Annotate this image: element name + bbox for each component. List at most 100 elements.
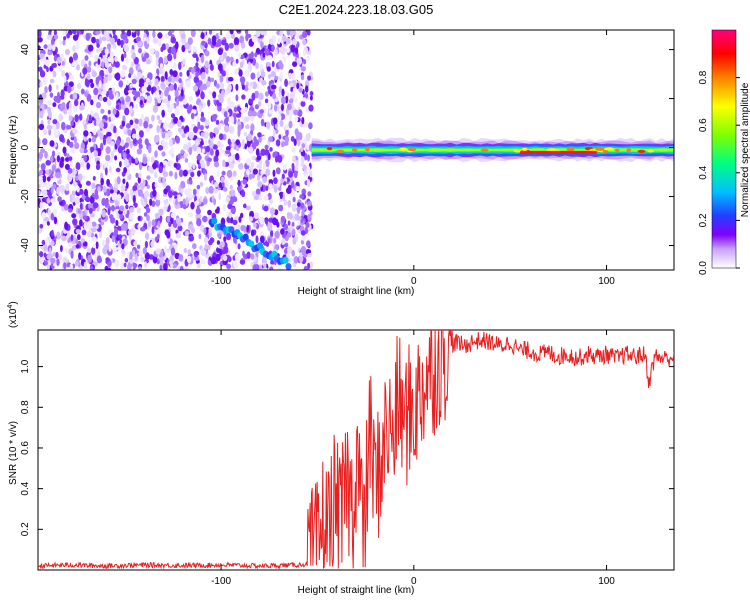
noise-speckle (76, 64, 80, 71)
noise-speckle (293, 203, 296, 212)
noise-speckle (197, 213, 202, 219)
noise-speckle (188, 147, 193, 155)
noise-speckle (259, 109, 264, 114)
noise-speckle (208, 185, 214, 194)
noise-speckle (111, 205, 115, 212)
noise-speckle (193, 85, 199, 92)
noise-speckle (217, 63, 223, 71)
noise-speckle (297, 216, 302, 221)
noise-speckle (169, 69, 173, 75)
noise-speckle (272, 217, 278, 226)
noise-speckle (296, 82, 300, 90)
noise-speckle (204, 50, 210, 57)
noise-speckle (92, 243, 97, 249)
noise-speckle (122, 223, 129, 231)
noise-speckle (269, 199, 274, 204)
noise-speckle (169, 138, 173, 147)
noise-speckle (148, 123, 153, 129)
noise-speckle (134, 118, 139, 125)
noise-speckle (178, 78, 182, 84)
noise-speckle (278, 204, 284, 212)
noise-speckle (309, 210, 313, 216)
noise-speckle (133, 240, 138, 247)
spectrogram-image (38, 30, 674, 270)
noise-speckle (239, 61, 244, 69)
noise-speckle (131, 263, 138, 268)
noise-speckle (230, 116, 235, 125)
noise-speckle (222, 52, 228, 59)
noise-speckle (41, 239, 46, 246)
noise-speckle (142, 247, 147, 255)
noise-speckle (72, 128, 78, 135)
noise-speckle (125, 137, 131, 143)
noise-speckle (278, 60, 283, 69)
noise-speckle (87, 247, 91, 253)
noise-speckle (72, 34, 79, 41)
noise-speckle (50, 198, 54, 204)
noise-speckle (81, 229, 87, 236)
noise-speckle (63, 75, 67, 83)
noise-speckle (192, 53, 198, 58)
noise-speckle (106, 267, 112, 270)
carrier-hot-spot (647, 149, 655, 153)
noise-speckle (263, 108, 267, 114)
noise-speckle (48, 253, 53, 259)
noise-speckle (40, 182, 47, 188)
noise-speckle (167, 31, 173, 36)
noise-speckle (293, 255, 299, 264)
noise-speckle (187, 187, 193, 193)
carrier-hot-spot (637, 149, 646, 153)
noise-speckle (161, 132, 166, 139)
noise-speckle (170, 75, 176, 84)
noise-speckle (182, 98, 188, 105)
noise-speckle (224, 42, 229, 51)
noise-speckle (138, 266, 142, 270)
noise-speckle (53, 183, 56, 190)
noise-speckle (143, 81, 149, 88)
noise-speckle (287, 220, 291, 226)
noise-speckle (106, 91, 109, 98)
noise-speckle (267, 223, 273, 232)
noise-speckle (204, 236, 209, 244)
noise-speckle (91, 236, 97, 243)
noise-speckle (226, 263, 232, 270)
noise-speckle (238, 52, 242, 59)
noise-speckle (125, 181, 129, 189)
noise-speckle (239, 35, 245, 44)
noise-speckle (39, 201, 43, 210)
noise-speckle (162, 160, 169, 166)
noise-speckle (109, 51, 115, 58)
noise-speckle (108, 93, 115, 100)
noise-speckle (112, 108, 117, 115)
noise-speckle (83, 130, 89, 137)
noise-speckle (106, 33, 110, 41)
noise-speckle (252, 223, 257, 228)
noise-speckle (253, 136, 257, 143)
noise-speckle (241, 94, 246, 100)
noise-speckle (170, 113, 176, 119)
noise-speckle (49, 92, 54, 98)
noise-speckle (121, 99, 125, 105)
noise-speckle (157, 32, 163, 39)
noise-speckle (75, 162, 81, 171)
noise-speckle (49, 140, 55, 147)
noise-speckle (38, 45, 41, 51)
noise-speckle (44, 59, 51, 67)
noise-speckle (278, 86, 283, 93)
noise-speckle (288, 120, 293, 129)
noise-speckle (130, 49, 135, 55)
noise-speckle (236, 30, 241, 33)
noise-speckle (82, 215, 88, 220)
noise-speckle (104, 48, 109, 55)
noise-speckle (144, 94, 148, 100)
noise-speckle (238, 216, 242, 223)
noise-speckle (274, 48, 278, 56)
noise-speckle (222, 133, 227, 141)
noise-speckle (166, 53, 173, 62)
noise-speckle (258, 137, 262, 143)
noise-speckle (218, 192, 222, 201)
noise-speckle (217, 48, 223, 56)
noise-speckle (134, 252, 138, 261)
noise-speckle (218, 94, 222, 100)
noise-speckle (266, 55, 273, 60)
